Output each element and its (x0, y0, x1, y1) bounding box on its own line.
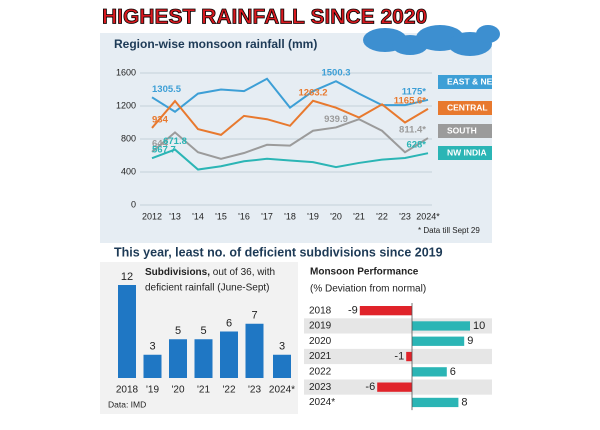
value-label: 3 (279, 341, 285, 353)
y-tick-label: 2018 (309, 305, 332, 316)
section-title: This year, least no. of deficient subdiv… (114, 245, 443, 259)
x-tick-label: 2024* (269, 385, 295, 396)
subtitle: Region-wise monsoon rainfall (mm) (114, 37, 317, 51)
value-label: 1305.5 (152, 84, 182, 95)
hbar-title: Monsoon Performance (310, 267, 419, 278)
bar-title-bold: Subdivisions, (145, 267, 210, 278)
source: Data: IMD (108, 399, 146, 409)
bar (143, 354, 162, 378)
value-label: 628* (406, 140, 426, 151)
y-tick-label: 2024* (309, 397, 335, 408)
legend-swatch (438, 101, 492, 115)
row-band (304, 348, 492, 365)
x-tick-label: '14 (192, 211, 204, 221)
x-tick-label: '18 (284, 211, 296, 221)
series-line (151, 148, 429, 171)
x-tick-label: '16 (238, 211, 250, 221)
value-label: 5 (200, 325, 206, 337)
bar-title: Subdivisions, out of 36, with (145, 267, 275, 278)
x-tick-label: '20 (330, 211, 342, 221)
y-tick-label: 2021 (309, 351, 332, 362)
x-tick-label: '21 (353, 211, 365, 221)
value-label: 644 (152, 138, 169, 149)
bar (245, 323, 264, 378)
y-tick-label: 1600 (116, 67, 136, 77)
value-label: 567.7 (152, 145, 176, 156)
note: * Data till Sept 29 (418, 226, 480, 235)
value-label: 671.8 (163, 136, 187, 147)
bar (412, 321, 470, 331)
x-tick-label: 2018 (116, 385, 139, 396)
bar (118, 285, 136, 378)
y-tick-label: 400 (121, 166, 136, 176)
x-tick-label: 2024* (416, 211, 440, 221)
series-line (151, 99, 429, 136)
x-tick-label: '20 (171, 385, 184, 396)
value-label: 3 (149, 341, 155, 353)
legend-swatch (438, 124, 492, 138)
x-tick-label: '13 (169, 211, 181, 221)
y-tick-label: 2022 (309, 366, 332, 377)
x-tick-label: 2012 (142, 211, 162, 221)
legend-label: CENTRAL (447, 102, 488, 112)
value-label: 811.4* (399, 125, 426, 136)
series-line (151, 118, 429, 160)
bar (359, 306, 412, 316)
legend-label: SOUTH (447, 125, 477, 135)
value-label: 6 (450, 366, 456, 378)
value-label: 1165.6* (394, 95, 427, 106)
y-tick-label: 2023 (309, 382, 332, 393)
x-tick-label: '23 (399, 211, 411, 221)
bar-title: deficient rainfall (June-Sept) (145, 283, 270, 294)
x-tick-label: '21 (197, 385, 210, 396)
bar-title-rest: out of 36, with (213, 267, 275, 278)
value-label: -6 (365, 381, 375, 393)
x-tick-label: '22 (376, 211, 388, 221)
title: HIGHEST RAINFALL SINCE 2020 (102, 6, 427, 29)
bar (406, 351, 412, 362)
y-tick-label: 0 (131, 199, 136, 209)
value-label: 934 (152, 114, 169, 125)
y-tick-label: 1200 (116, 100, 136, 110)
value-label: -9 (348, 305, 358, 317)
value-label: 8 (461, 396, 467, 408)
hbar-subtitle: (% Deviation from normal) (310, 284, 426, 295)
bar (377, 382, 412, 392)
x-tick-label: '19 (307, 211, 319, 221)
value-label: -1 (394, 350, 404, 362)
x-tick-label: '17 (261, 211, 273, 221)
value-label: 9 (467, 335, 473, 347)
value-label: 5 (175, 325, 181, 337)
value-label: 1175* (402, 86, 427, 97)
legend-label: EAST & NE (447, 76, 493, 86)
x-tick-label: '22 (222, 385, 235, 396)
bar (412, 367, 447, 377)
y-tick-label: 2020 (309, 336, 332, 347)
clouds (363, 25, 500, 56)
bar (412, 336, 465, 346)
legend-swatch (438, 75, 492, 89)
value-label: 6 (226, 317, 232, 329)
value-label: 1500.3 (321, 68, 350, 79)
bar (412, 397, 459, 408)
value-label: 939.9 (324, 114, 348, 125)
x-tick-label: '23 (248, 385, 261, 396)
bar (169, 339, 187, 378)
value-label: 1263.2 (298, 87, 327, 98)
legend-swatch (438, 146, 492, 160)
bar (194, 339, 213, 378)
x-tick-label: '19 (146, 385, 159, 396)
value-label: 7 (251, 310, 257, 322)
legend-label: NW INDIA (447, 147, 487, 157)
y-tick-label: 2019 (309, 321, 332, 332)
y-tick-label: 800 (121, 133, 136, 143)
value-label: 12 (121, 271, 133, 283)
bar (220, 331, 238, 378)
value-label: 10 (473, 320, 485, 332)
row-band (304, 364, 492, 380)
bar (273, 354, 291, 378)
x-tick-label: '15 (215, 211, 227, 221)
